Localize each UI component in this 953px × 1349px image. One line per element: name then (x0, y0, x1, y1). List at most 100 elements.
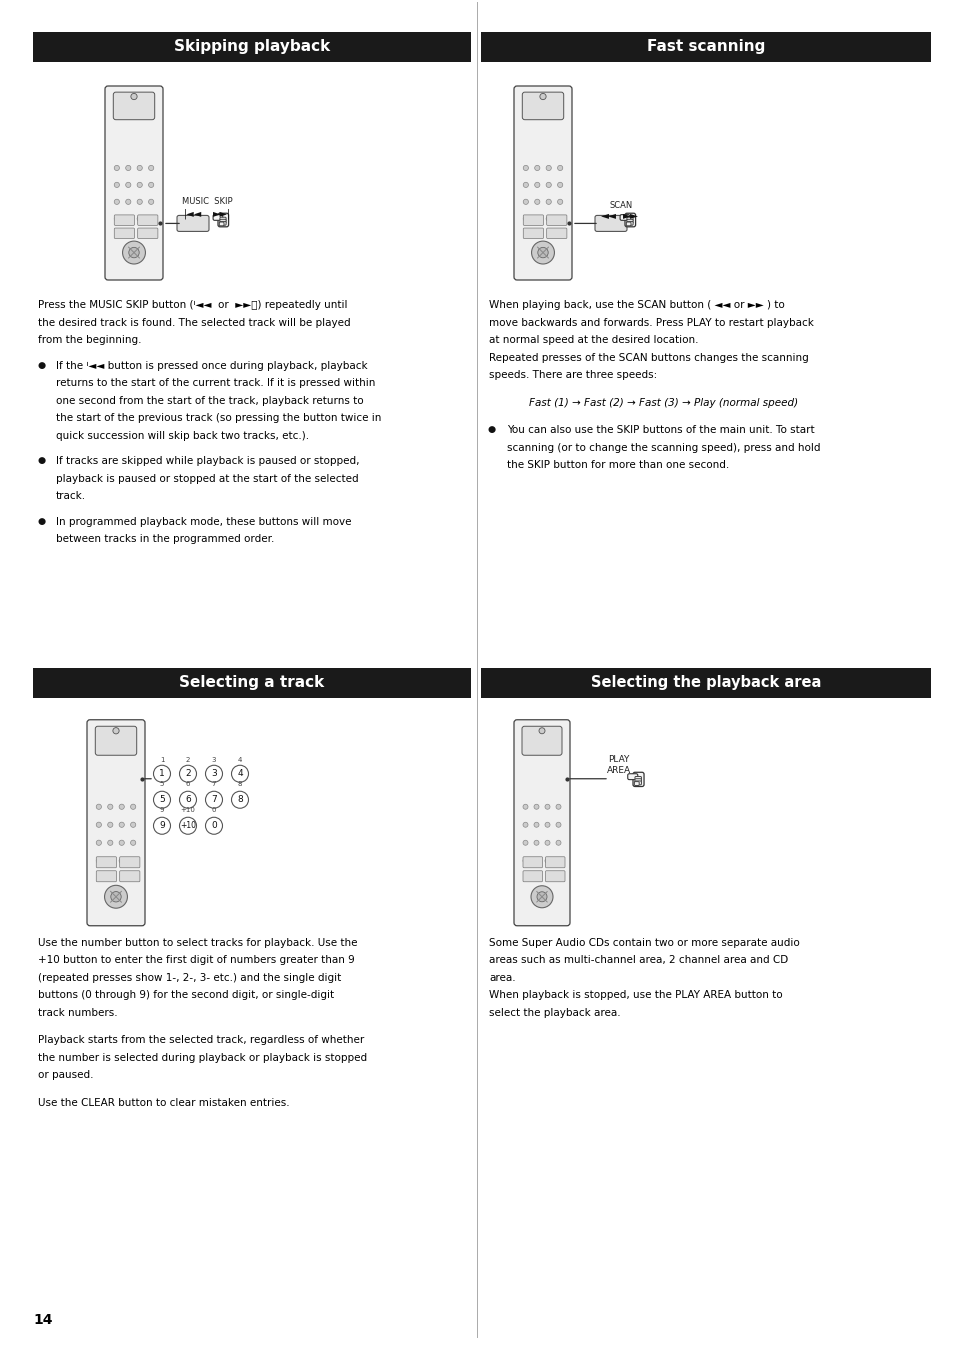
Circle shape (111, 892, 121, 902)
FancyBboxPatch shape (220, 217, 226, 221)
Text: Selecting a track: Selecting a track (179, 676, 324, 691)
Circle shape (179, 792, 196, 808)
FancyBboxPatch shape (624, 213, 635, 227)
FancyBboxPatch shape (626, 220, 633, 223)
Circle shape (522, 858, 527, 863)
Circle shape (126, 200, 131, 205)
Text: returns to the start of the current track. If it is pressed within: returns to the start of the current trac… (56, 378, 375, 389)
Circle shape (105, 885, 128, 908)
Text: 3: 3 (212, 757, 216, 762)
FancyBboxPatch shape (635, 781, 640, 785)
Circle shape (179, 765, 196, 782)
Circle shape (534, 200, 539, 205)
Circle shape (557, 200, 562, 205)
Circle shape (556, 858, 560, 863)
Text: 4: 4 (237, 769, 243, 778)
FancyBboxPatch shape (545, 857, 564, 867)
Text: ●: ● (37, 517, 45, 526)
Circle shape (126, 182, 131, 188)
FancyBboxPatch shape (87, 720, 145, 925)
Text: If the ᑊ◄◄ button is pressed once during playback, playback: If the ᑊ◄◄ button is pressed once during… (56, 360, 367, 371)
Circle shape (531, 241, 554, 264)
Circle shape (557, 182, 562, 188)
Text: When playback is stopped, use the PLAY AREA button to: When playback is stopped, use the PLAY A… (489, 990, 781, 1000)
Text: 9: 9 (159, 822, 165, 830)
FancyBboxPatch shape (105, 86, 163, 281)
Circle shape (556, 823, 560, 827)
Circle shape (534, 216, 539, 221)
FancyBboxPatch shape (633, 772, 643, 786)
Circle shape (522, 823, 527, 827)
Circle shape (129, 247, 139, 258)
Text: Repeated presses of the SCAN buttons changes the scanning: Repeated presses of the SCAN buttons cha… (489, 352, 808, 363)
Circle shape (96, 858, 101, 863)
Text: playback is paused or stopped at the start of the selected: playback is paused or stopped at the sta… (56, 473, 358, 483)
Text: 14: 14 (33, 1313, 52, 1327)
Circle shape (96, 804, 101, 809)
Text: the number is selected during playback or playback is stopped: the number is selected during playback o… (38, 1052, 367, 1063)
Circle shape (108, 804, 112, 809)
Text: one second from the start of the track, playback returns to: one second from the start of the track, … (56, 395, 363, 406)
Text: or paused.: or paused. (38, 1070, 93, 1081)
Circle shape (522, 216, 528, 221)
Text: |◄◄: |◄◄ (184, 208, 202, 219)
Circle shape (537, 247, 548, 258)
FancyBboxPatch shape (514, 86, 572, 281)
Text: 8: 8 (237, 781, 242, 786)
Text: 6: 6 (185, 796, 191, 804)
Circle shape (149, 182, 153, 188)
Circle shape (126, 166, 131, 170)
Text: 0: 0 (211, 822, 216, 830)
FancyBboxPatch shape (119, 870, 140, 882)
FancyBboxPatch shape (96, 857, 116, 867)
Circle shape (545, 216, 551, 221)
Text: buttons (0 through 9) for the second digit, or single-digit: buttons (0 through 9) for the second dig… (38, 990, 334, 1000)
Text: move backwards and forwards. Press PLAY to restart playback: move backwards and forwards. Press PLAY … (489, 317, 813, 328)
Circle shape (131, 858, 135, 863)
Text: +10: +10 (180, 807, 195, 812)
Text: Use the number button to select tracks for playback. Use the: Use the number button to select tracks f… (38, 938, 357, 948)
Circle shape (153, 817, 171, 834)
Text: 6: 6 (186, 781, 190, 786)
FancyBboxPatch shape (514, 720, 569, 925)
Circle shape (114, 182, 119, 188)
Text: (repeated presses show 1-, 2-, 3- etc.) and the single digit: (repeated presses show 1-, 2-, 3- etc.) … (38, 973, 341, 983)
Text: In programmed playback mode, these buttons will move: In programmed playback mode, these butto… (56, 517, 351, 526)
Text: Skipping playback: Skipping playback (173, 39, 330, 54)
Text: Use the CLEAR button to clear mistaken entries.: Use the CLEAR button to clear mistaken e… (38, 1098, 290, 1108)
Circle shape (153, 792, 171, 808)
Text: ◄◄: ◄◄ (600, 210, 617, 220)
FancyBboxPatch shape (95, 726, 136, 755)
Circle shape (534, 840, 538, 846)
Text: You can also use the SKIP buttons of the main unit. To start: You can also use the SKIP buttons of the… (506, 425, 814, 434)
FancyBboxPatch shape (634, 781, 639, 785)
Text: area.: area. (489, 973, 515, 983)
Circle shape (119, 858, 124, 863)
Circle shape (119, 822, 124, 827)
Text: Fast scanning: Fast scanning (646, 39, 764, 54)
Text: 2: 2 (185, 769, 191, 778)
FancyBboxPatch shape (522, 870, 542, 882)
Text: 7: 7 (211, 796, 216, 804)
Circle shape (96, 840, 101, 846)
Text: SCAN: SCAN (609, 201, 632, 210)
Circle shape (114, 216, 119, 221)
Circle shape (232, 765, 248, 782)
Circle shape (114, 200, 119, 205)
Circle shape (534, 804, 538, 809)
Text: at normal speed at the desired location.: at normal speed at the desired location. (489, 335, 698, 345)
Circle shape (108, 858, 112, 863)
FancyBboxPatch shape (33, 668, 471, 697)
Text: ●: ● (488, 425, 496, 434)
FancyBboxPatch shape (137, 228, 157, 239)
FancyBboxPatch shape (635, 778, 640, 782)
Text: 1: 1 (159, 757, 164, 762)
Circle shape (522, 840, 527, 846)
Circle shape (557, 216, 562, 221)
Circle shape (131, 840, 135, 846)
FancyBboxPatch shape (220, 221, 226, 225)
Text: select the playback area.: select the playback area. (489, 1008, 620, 1017)
Circle shape (205, 765, 222, 782)
FancyBboxPatch shape (619, 214, 629, 220)
Circle shape (534, 166, 539, 170)
